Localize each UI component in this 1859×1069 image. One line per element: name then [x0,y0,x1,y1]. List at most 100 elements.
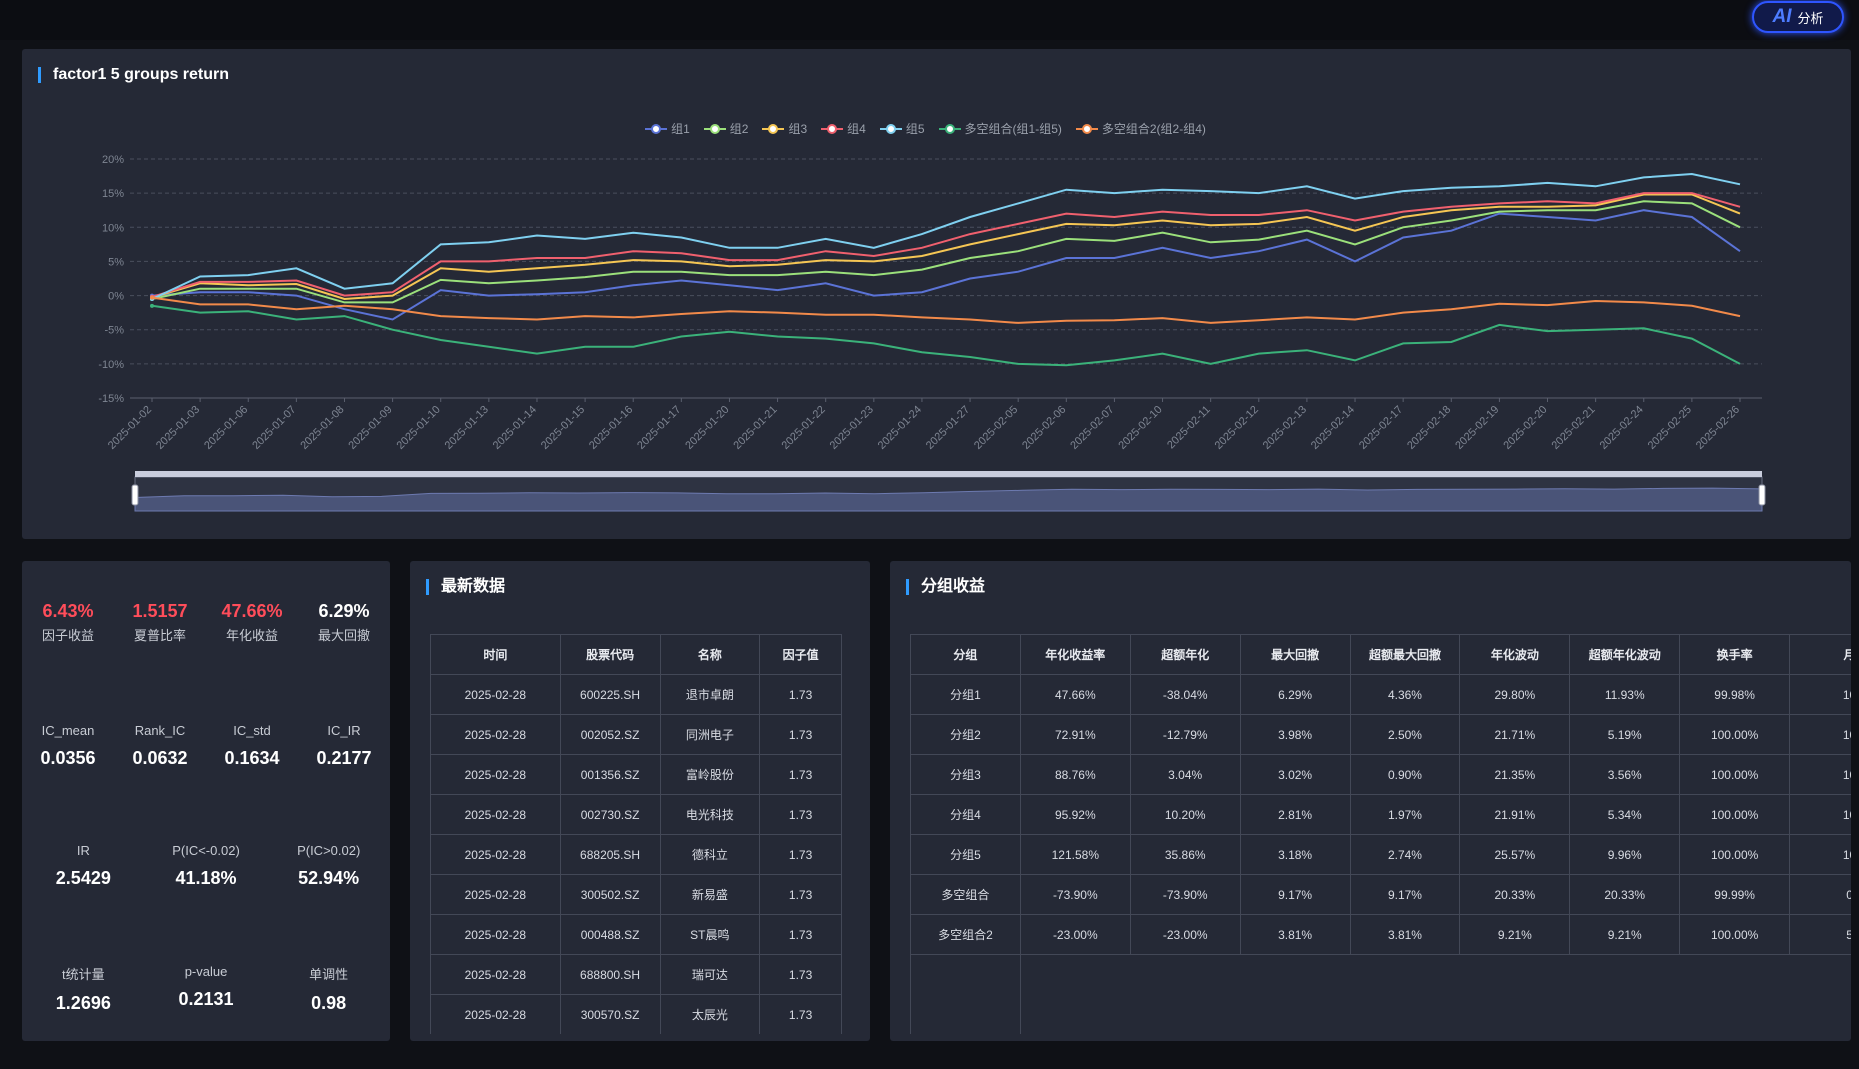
table-row[interactable]: 分组3 88.76% 3.04% 3.02% 0.90% 21.35% 3.56% 100.0… [910,754,1851,795]
table-cell: 5.34% [1569,794,1681,835]
table-header-cell[interactable]: 换手率 [1679,634,1791,675]
table-cell: 同洲电子 [659,714,761,755]
table-row[interactable]: 2025-02-28 001356.SZ 富岭股份 1.73 [430,754,842,795]
latest-data-table-wrap[interactable]: 时间 股票代码 名称 因子值 2025-02-28 600225.SH 退市卓朗 1.73 2… [430,634,862,1034]
table-cell: 2025-02-28 [430,994,561,1034]
stat-value: 6.43% [42,601,94,621]
table-row[interactable]: 2025-02-28 688205.SH 德科立 1.73 [430,834,842,875]
stats-panel: 6.43% 因子收益 1.5157 夏普比率 47.66% 年化收益 6.29% 最大回撤 I… [22,561,390,1041]
table-cell: 95.92% [1019,794,1131,835]
x-tick-label: 2025-01-21 [731,404,779,452]
stats-row-significance: t统计量 1.2696 p-value 0.2131 单调性 0.98 [22,964,390,1014]
table-cell: 121.58% [1019,834,1131,875]
ai-analysis-button[interactable]: AI 分析 [1752,1,1844,33]
table-cell: 3.98% [1239,714,1351,755]
table-cell: 0.90% [1349,754,1461,795]
stat-label: IC_std [233,723,271,738]
table-header-cell[interactable]: 超额年化波动 [1569,634,1681,675]
zoom-handle-right[interactable] [1758,484,1766,506]
table-header-cell[interactable]: 分组 [910,634,1021,675]
table-empty-row [910,954,1851,1034]
zoom-slider-bar[interactable] [135,471,1762,477]
table-header-cell[interactable]: 年化收益率 [1019,634,1131,675]
x-tick-label: 2025-01-02 [106,404,154,452]
x-tick-label: 2025-01-10 [395,404,443,452]
table-header-cell[interactable]: 因子值 [759,634,842,675]
table-cell: 分组3 [910,754,1021,795]
table-cell: 1.73 [759,874,842,915]
y-tick-label: 15% [102,188,124,200]
series-line [151,193,1741,301]
table-row[interactable]: 2025-02-28 600225.SH 退市卓朗 1.73 [430,674,842,715]
table-cell: 电光科技 [659,794,761,835]
legend-item[interactable]: 组1 [645,120,690,137]
table-row[interactable]: 多空组合2 -23.00% -23.00% 3.81% 3.81% 9.21% 9.21% 1… [910,914,1851,955]
x-tick-label: 2025-01-23 [828,404,876,452]
table-cell: 29.80% [1459,674,1571,715]
table-row[interactable]: 分组4 95.92% 10.20% 2.81% 1.97% 21.91% 5.34% 100.… [910,794,1851,835]
table-header-cell[interactable]: 年化波动 [1459,634,1571,675]
table-cell: 20.33% [1569,874,1681,915]
stat-value: 0.0632 [132,748,188,768]
x-tick-label: 2025-02-17 [1357,404,1405,452]
stat-value: 2.5429 [55,868,111,888]
legend-item[interactable]: 组2 [703,120,748,137]
table-row[interactable]: 2025-02-28 688800.SH 瑞可达 1.73 [430,954,842,995]
x-tick-label: 2025-02-14 [1309,404,1357,452]
latest-data-panel: 最新数据 时间 股票代码 名称 因子值 2025-02-28 600225.SH 退市卓朗… [410,561,870,1041]
table-cell: -23.00% [1129,914,1241,955]
table-cell: 10 [1789,674,1851,715]
table-cell: 72.91% [1019,714,1131,755]
ai-analysis-label: 分析 [1797,10,1824,26]
legend-swatch-icon [1075,123,1098,134]
x-tick-label: 2025-01-06 [202,404,250,452]
table-header-cell[interactable]: 月 [1789,634,1851,675]
legend-item[interactable]: 多空组合2(组2-组4) [1075,120,1206,137]
table-cell: 100.00% [1679,834,1791,875]
legend-item[interactable]: 组4 [821,120,866,137]
series-line [151,172,1741,300]
table-header-cell[interactable]: 超额年化 [1129,634,1241,675]
table-header-cell[interactable]: 时间 [430,634,561,675]
group-returns-title: 分组收益 [906,579,985,595]
table-cell: 2025-02-28 [430,834,561,875]
group-returns-table-wrap[interactable]: 分组 年化收益率 超额年化 最大回撤 超额最大回撤 年化波动 超额年化波动 换手率月 分组1 4… [910,634,1851,1034]
stat-item: IR 2.5429 [22,843,145,889]
ai-icon: AI [1772,6,1792,27]
table-row[interactable]: 2025-02-28 000488.SZ ST晨鸣 1.73 [430,914,842,955]
table-row[interactable]: 2025-02-28 300570.SZ 太辰光 1.73 [430,994,842,1034]
table-row[interactable]: 多空组合 -73.90% -73.90% 9.17% 9.17% 20.33% 20.33%… [910,874,1851,915]
table-row[interactable]: 分组1 47.66% -38.04% 6.29% 4.36% 29.80% 11.93% 99… [910,674,1851,715]
table-header-cell[interactable]: 名称 [659,634,761,675]
stat-value: 52.94% [298,868,360,888]
table-header-cell[interactable]: 最大回撤 [1239,634,1351,675]
table-header-cell[interactable]: 股票代码 [559,634,661,675]
stat-label: 年化收益 [225,628,278,643]
table-cell: 1.97% [1349,794,1461,835]
stat-item: 6.43% 因子收益 [22,601,114,644]
legend-item[interactable]: 组5 [879,120,925,137]
table-cell: 分组4 [910,794,1021,835]
table-row[interactable]: 2025-02-28 300502.SZ 新易盛 1.73 [430,874,842,915]
x-tick-label: 2025-01-20 [683,404,731,452]
series-line [151,296,1741,324]
x-tick-label: 2025-02-11 [1165,404,1213,452]
table-cell: 分组2 [910,714,1021,755]
stat-label: IR [76,843,90,858]
x-tick-label: 2025-01-14 [491,404,539,452]
zoom-handle-left[interactable] [131,484,139,506]
table-row[interactable]: 分组2 72.91% -12.79% 3.98% 2.50% 21.71% 5.19% 100… [910,714,1851,755]
table-row[interactable]: 2025-02-28 002052.SZ 同洲电子 1.73 [430,714,842,755]
table-cell: 分组5 [910,834,1021,875]
table-cell: 瑞可达 [659,954,761,995]
table-row[interactable]: 2025-02-28 002730.SZ 电光科技 1.73 [430,794,842,835]
legend-swatch-icon [821,123,844,134]
legend-item[interactable]: 组3 [762,120,807,137]
table-header-cell[interactable]: 超额最大回撤 [1349,634,1461,675]
legend-item[interactable]: 多空组合(组1-组5) [938,120,1062,137]
table-cell: 2025-02-28 [430,794,561,835]
table-row[interactable]: 分组5 121.58% 35.86% 3.18% 2.74% 25.57% 9.96% 100… [910,834,1851,875]
x-tick-label: 2025-01-16 [587,404,635,452]
stat-item: p-value 0.2131 [145,964,268,1014]
table-cell: 2.74% [1349,834,1461,875]
